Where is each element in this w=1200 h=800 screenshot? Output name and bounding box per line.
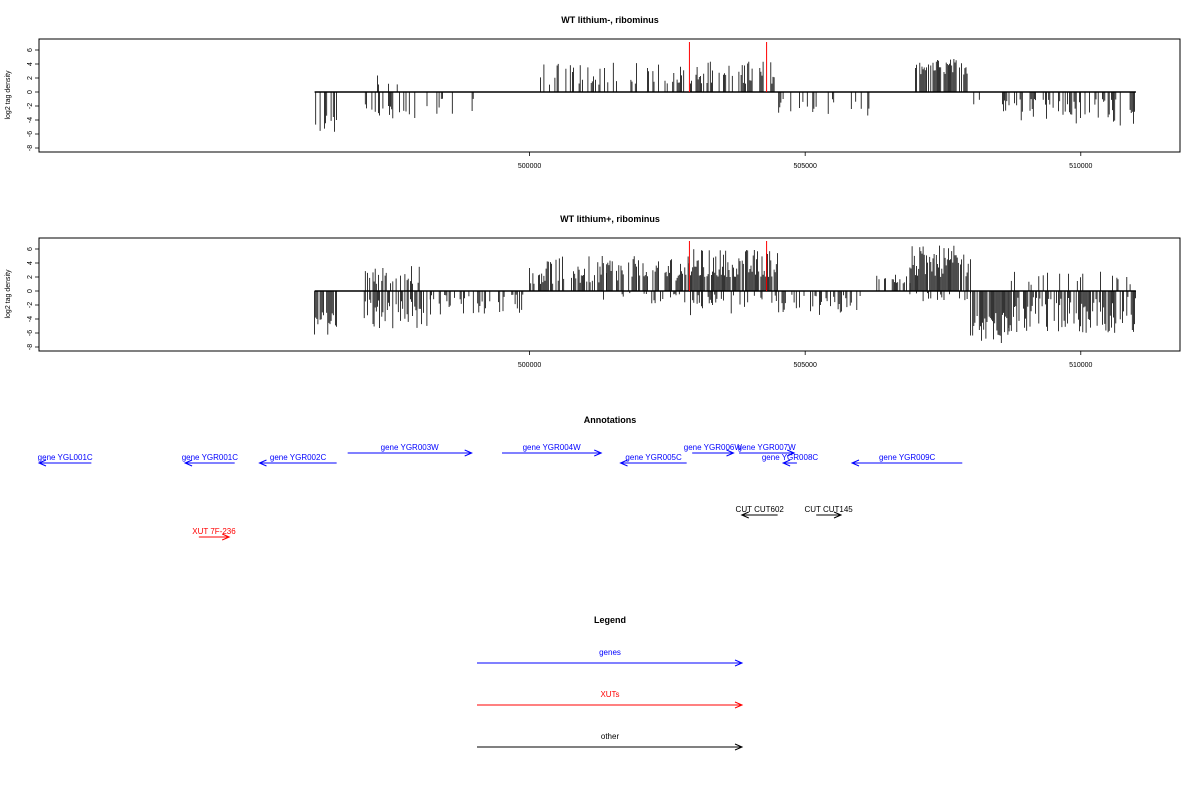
feature-other: CUT CUT602 [736,505,785,519]
feature-gene: gene YGR003W [347,443,473,457]
legend-items: genes XUTs other [477,648,744,751]
feature-label: XUT 7F-236 [192,527,236,536]
feature-label: gene YGR002C [270,453,327,462]
feature-other: CUT CUT145 [804,505,853,519]
x-axis-ticks: 500000 505000 510000 [518,351,1093,369]
arrow-head [619,459,628,467]
legend-item: XUTs [477,690,744,709]
feature-label: gene YGR008C [762,453,819,462]
arrow-head [37,459,47,467]
x-tick-label: 505000 [793,362,816,369]
x-tick-label: 500000 [518,362,541,369]
feature-gene: gene YGR006W [684,443,743,457]
feature-label: gene YGR004W [523,443,582,452]
annotations-title: Annotations [584,415,637,425]
plot-frame [38,38,1181,153]
feature-gene: gene YGR002C [258,453,337,467]
feature-gene: gene YGR007W [738,443,797,457]
feature-label: gene YGR003W [381,443,440,452]
y-tick-label: 6 [27,48,34,52]
legend-item: other [477,732,744,751]
plot-frame [38,237,1181,352]
feature-label: gene YGR006W [684,443,743,452]
arrow-head [221,533,231,541]
arrow-head [740,511,749,519]
feature-label: CUT CUT602 [736,505,785,514]
y-tick-label: -8 [27,145,34,151]
legend-item: genes [477,648,744,667]
feature-label: gene YGR007W [738,443,797,452]
feature-label: gene YGR005C [625,453,682,462]
feature-gene: gene YGR008C [762,453,819,467]
arrow-head [734,701,744,709]
feature-gene: gene YGR005C [619,453,687,467]
feature-gene: gene YGR001C [182,453,239,467]
y-tick-label: -2 [27,103,34,109]
legend-title: Legend [594,615,626,625]
y-tick-label: -6 [27,330,34,336]
arrow-head [594,449,603,457]
arrow-head [734,659,744,667]
y-axis-label: log2 tag density [5,70,12,120]
y-tick-label: 6 [27,247,34,251]
panel-title: WT lithium+, ribominus [560,214,660,224]
y-axis-label: log2 tag density [5,269,12,319]
density-panel-lithium-minus: WT lithium-, ribominus log2 tag density … [5,15,1181,170]
annotations-track: Annotations gene YGL001C gene YGR001C gene… [37,415,963,541]
feature-label: gene YGL001C [38,453,93,462]
y-tick-label: 4 [27,261,34,265]
x-tick-label: 500000 [518,163,541,170]
feature-label: gene YGR009C [879,453,936,462]
feature-gene: gene YGL001C [37,453,93,467]
legend-label: other [601,732,620,741]
y-tick-label: 2 [27,76,34,80]
feature-arrows: gene YGL001C gene YGR001C gene YGR002C gene… [37,443,963,541]
y-tick-label: 4 [27,62,34,66]
arrow-head [781,459,791,467]
y-tick-label: -8 [27,344,34,350]
arrow-head [464,449,473,457]
y-tick-label: -4 [27,117,34,123]
arrow-head [850,459,860,467]
arrow-head [183,459,193,467]
feature-label: gene YGR001C [182,453,239,462]
x-axis-ticks: 500000 505000 510000 [518,152,1093,170]
y-axis-ticks: -8 -6 -4 -2 0 2 4 6 [27,247,39,350]
y-tick-label: -4 [27,316,34,322]
arrow-head [734,743,744,751]
legend-label: genes [599,648,621,657]
y-tick-label: -2 [27,302,34,308]
y-tick-label: -6 [27,131,34,137]
y-axis-ticks: -8 -6 -4 -2 0 2 4 6 [27,48,39,151]
arrow-head [786,449,796,457]
density-bars [314,241,1136,343]
panel-title: WT lithium-, ribominus [561,15,659,25]
legend: Legend genes XUTs other [477,615,744,751]
y-tick-label: 0 [27,289,34,293]
density-panel-lithium-plus: WT lithium+, ribominus log2 tag density … [5,214,1181,369]
legend-label: XUTs [600,690,619,699]
arrow-head [258,459,267,467]
feature-xut: XUT 7F-236 [192,527,236,541]
x-tick-label: 510000 [1069,163,1092,170]
arrow-head [833,511,843,519]
feature-label: CUT CUT145 [804,505,853,514]
density-bars [314,42,1136,132]
arrow-head [726,449,735,457]
x-tick-label: 505000 [793,163,816,170]
feature-gene: gene YGR004W [502,443,603,457]
y-tick-label: 2 [27,275,34,279]
feature-gene: gene YGR009C [850,453,963,467]
y-tick-label: 0 [27,90,34,94]
x-tick-label: 510000 [1069,362,1092,369]
